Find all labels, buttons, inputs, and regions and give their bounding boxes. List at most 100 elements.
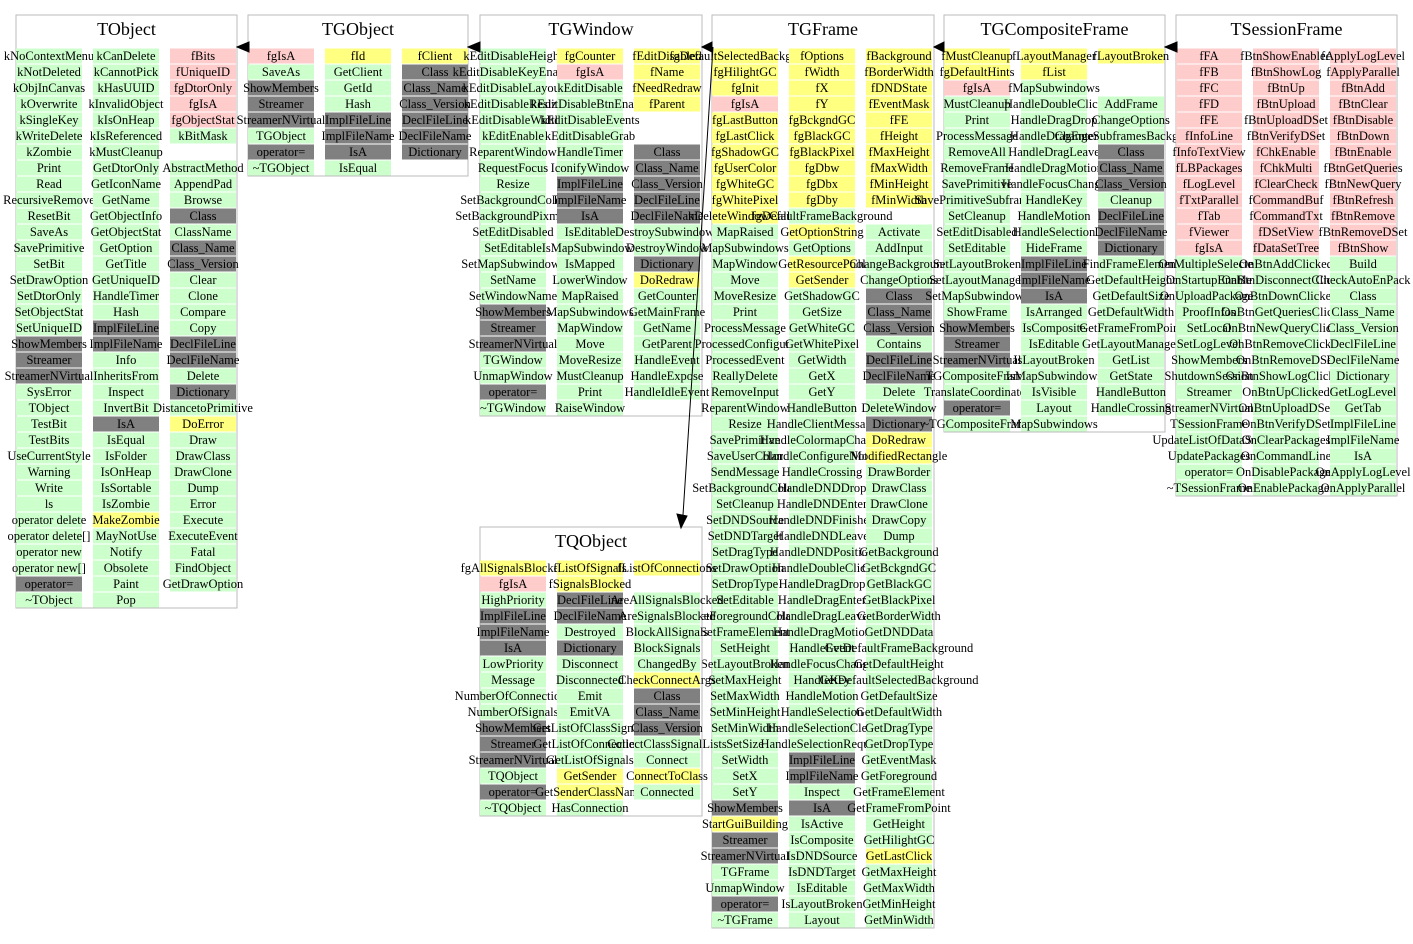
member-label: fApplyParallel <box>1326 65 1400 79</box>
member-label: OnBtnDownClicked <box>1235 289 1339 303</box>
member-cell <box>480 320 546 336</box>
member-cell <box>480 128 546 144</box>
member-label: HandleExpose <box>631 369 704 383</box>
member-label: Write <box>35 481 63 495</box>
member-label: fgInit <box>731 81 759 95</box>
member-cell <box>789 512 855 528</box>
member-cell <box>170 528 236 544</box>
member-cell <box>1098 384 1164 400</box>
member-cell <box>1330 224 1396 240</box>
member-label: fMustCleanup <box>941 49 1013 63</box>
member-label: Streamer <box>258 97 304 111</box>
member-label: GetHeight <box>873 817 926 831</box>
member-label: ImplFileName <box>786 769 859 783</box>
member-cell <box>93 112 159 128</box>
member-label: IsEqual <box>339 161 378 175</box>
member-cell <box>16 256 82 272</box>
member-cell <box>557 224 623 240</box>
member-label: Notify <box>110 545 143 559</box>
member-cell <box>712 304 778 320</box>
member-label: DoRedraw <box>640 273 694 287</box>
member-label: fgDefaultFrameBackground <box>752 209 894 223</box>
member-cell <box>944 112 1010 128</box>
member-cell <box>944 320 1010 336</box>
member-label: DeclFileLine <box>402 113 468 127</box>
member-cell <box>1098 288 1164 304</box>
member-label: kCanDelete <box>96 49 155 63</box>
member-cell <box>1253 208 1319 224</box>
member-label: Build <box>1349 257 1378 271</box>
member-label: GetOptions <box>793 241 851 255</box>
member-label: HandleIdleEvent <box>625 385 710 399</box>
member-cell <box>170 384 236 400</box>
member-label: ~TGObject <box>253 161 310 175</box>
member-cell <box>93 320 159 336</box>
member-cell <box>16 336 82 352</box>
member-label: HandleKey <box>1026 193 1084 207</box>
member-cell <box>480 96 546 112</box>
member-label: fFA <box>1199 49 1218 63</box>
member-cell <box>248 128 314 144</box>
member-label: ShowMembers <box>939 321 1015 335</box>
member-cell <box>712 528 778 544</box>
member-label: GetBackground <box>859 545 939 559</box>
member-cell <box>712 144 778 160</box>
member-cell <box>866 576 932 592</box>
member-cell <box>634 624 700 640</box>
member-label: HandleTimer <box>557 145 624 159</box>
member-cell <box>1176 64 1242 80</box>
member-cell <box>1098 112 1164 128</box>
member-cell <box>170 448 236 464</box>
member-cell <box>944 128 1010 144</box>
inheritance-arrows <box>235 41 1178 530</box>
class-node: TGWindow kEditDisableHeight kEditDisableKe… <box>453 14 719 417</box>
member-label: ~TGCompositeFrame <box>922 417 1032 431</box>
member-cell <box>1021 320 1087 336</box>
member-cell <box>634 656 700 672</box>
member-cell <box>712 224 778 240</box>
member-cell <box>557 672 623 688</box>
member-label: GetWhitePixel <box>785 337 860 351</box>
member-cell <box>789 880 855 896</box>
member-label: GetBckgndGC <box>862 561 936 575</box>
member-cell <box>866 48 932 64</box>
member-cell <box>1098 224 1164 240</box>
member-cell <box>866 80 932 96</box>
member-label: operator new[] <box>12 561 86 575</box>
member-cell <box>93 512 159 528</box>
member-label: GetResourcePool <box>778 257 866 271</box>
member-cell <box>634 240 700 256</box>
member-cell <box>1253 112 1319 128</box>
member-label: GetDefaultHeight <box>1086 273 1176 287</box>
member-label: OnBtnUpClicked <box>1242 385 1330 399</box>
member-cell <box>712 272 778 288</box>
member-cell <box>1098 272 1164 288</box>
member-cell <box>16 528 82 544</box>
member-label: kIsReferenced <box>90 129 163 143</box>
member-cell <box>1021 96 1087 112</box>
member-label: kObjInCanvas <box>13 81 85 95</box>
member-cell <box>1176 448 1242 464</box>
member-cell <box>789 256 855 272</box>
member-label: GetDefaultSize <box>1092 289 1170 303</box>
member-label: AddFrame <box>1104 97 1158 111</box>
member-cell <box>866 368 932 384</box>
member-label: fEditDisabled <box>632 49 702 63</box>
member-cell <box>1098 208 1164 224</box>
member-cell <box>634 768 700 784</box>
member-label: GetDragType <box>865 721 933 735</box>
member-label: GetListOfConnections <box>533 737 646 751</box>
member-label: fgBckgndGC <box>789 113 856 127</box>
member-label: SendMessage <box>711 465 780 479</box>
member-cell <box>93 208 159 224</box>
member-label: MapSubwindows <box>701 241 789 255</box>
member-label: fTxtParallel <box>1179 193 1239 207</box>
member-label: HandleFocusChange <box>1002 177 1107 191</box>
member-cell <box>712 80 778 96</box>
member-cell <box>170 304 236 320</box>
member-cell <box>712 880 778 896</box>
member-cell <box>1176 96 1242 112</box>
member-label: DrawBorder <box>868 465 931 479</box>
member-cell <box>557 64 623 80</box>
member-cell <box>1330 240 1396 256</box>
